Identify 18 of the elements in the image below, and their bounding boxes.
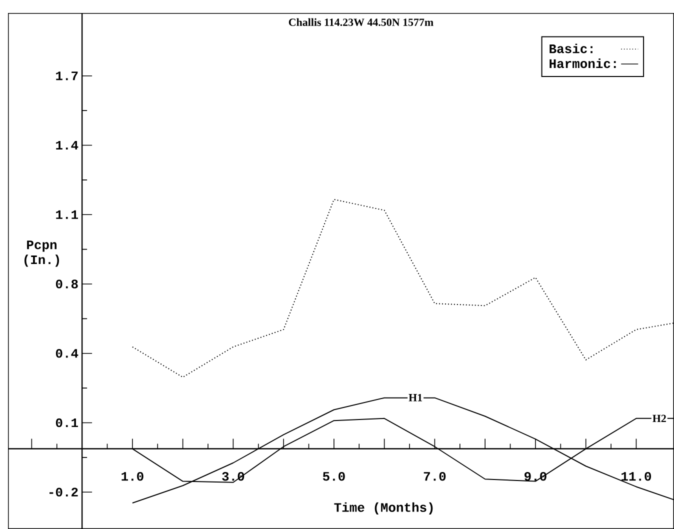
y-tick-label: -0.2 [49, 488, 78, 497]
y-tick-label: 0.1 [56, 418, 78, 428]
y-tick-label: 1.1 [56, 210, 78, 219]
x-tick-label: 1.0 [122, 472, 144, 481]
annotation: H2 [652, 414, 666, 422]
x-tick-label: 11.0 [622, 472, 652, 481]
annotation: H1 [408, 394, 422, 402]
y-axis-title: Pcpn (In.) [24, 240, 59, 267]
legend-label: Basic: [550, 44, 592, 54]
legend-label: Harmonic: [550, 58, 616, 68]
chart-title: Challis 114.23W 44.50N 1577m [288, 18, 434, 26]
x-tick-label: 5.0 [322, 472, 345, 481]
y-tick-label: 0.4 [56, 348, 78, 358]
y-tick-label: 1.4 [56, 140, 78, 150]
y-tick-label: 1.7 [56, 72, 78, 80]
x-axis-title: Time (Months) [334, 502, 433, 514]
x-tick-label: 7.0 [424, 472, 446, 481]
y-tick-label: 0.8 [56, 280, 78, 288]
